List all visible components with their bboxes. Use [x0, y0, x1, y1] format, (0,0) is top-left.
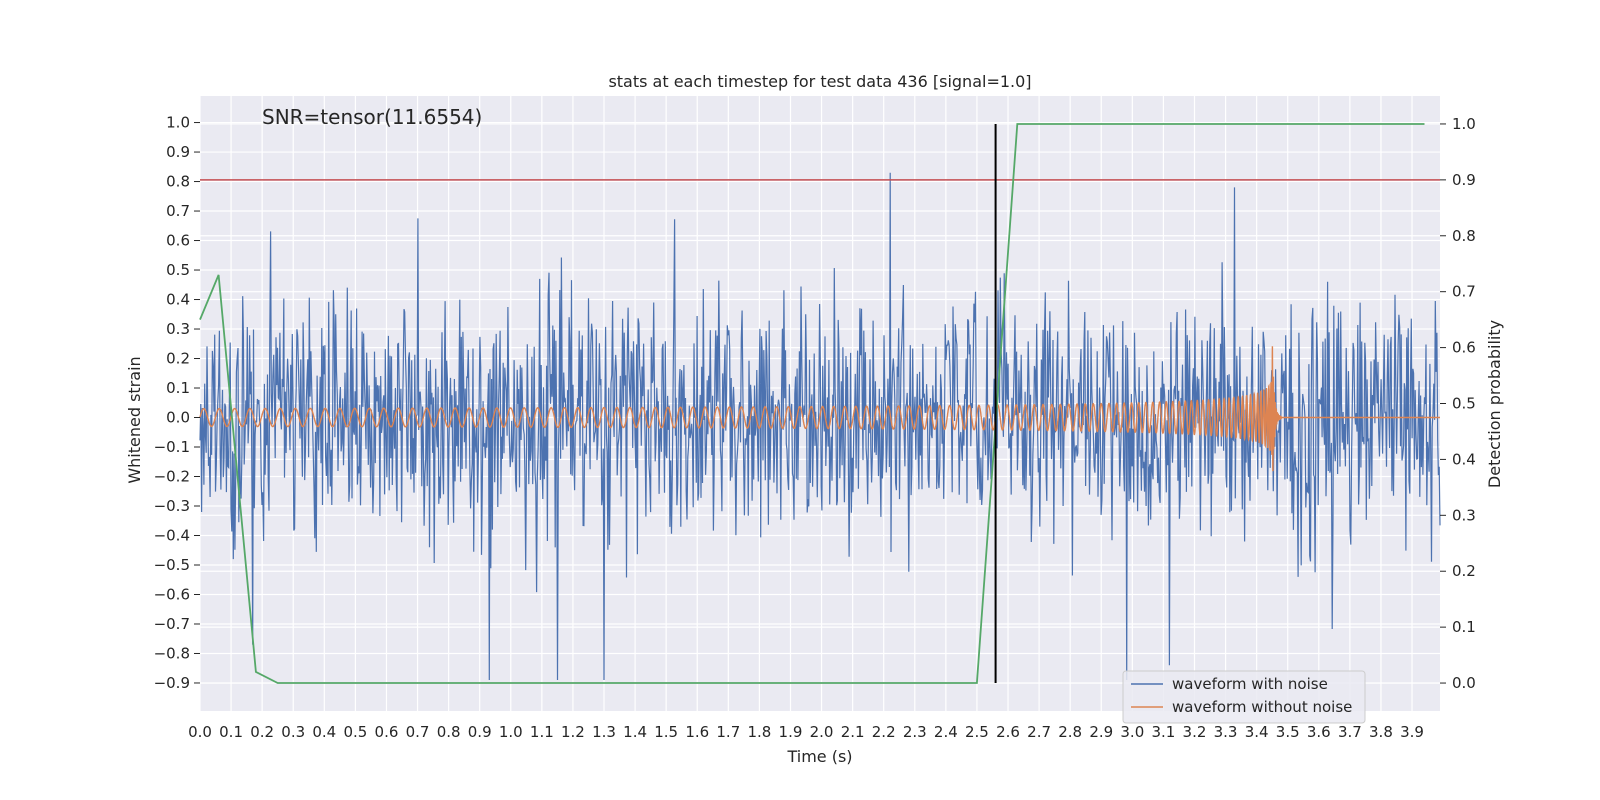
x-tick-label: 3.1	[1151, 723, 1175, 741]
x-tick-label: 2.8	[1058, 723, 1082, 741]
y-axis-ticks: 1.0 0.9 0.8 0.7 0.6 0.5 0.4 0.3 0.2 0.1 0.0 −0.1 −0.…	[154, 114, 200, 692]
x-tick-label: 2.2	[872, 723, 896, 741]
y-tick-label: 0.0	[166, 409, 190, 427]
x-tick-label: 1.5	[654, 723, 678, 741]
series-waveform-without-noise	[199, 346, 1440, 472]
y-tick-label: 0.7	[166, 202, 190, 220]
x-tick-label: 1.3	[592, 723, 616, 741]
x-tick-label: 0.6	[375, 723, 399, 741]
series-line-detection-probability	[199, 123, 1425, 684]
x-tick-label: 0.5	[343, 723, 367, 741]
y-tick-label: −0.5	[154, 556, 190, 574]
x-tick-label: 0.2	[250, 723, 274, 741]
y2-tick-label: 0.0	[1452, 674, 1476, 692]
x-tick-label: 1.6	[685, 723, 709, 741]
legend: waveform with noise waveform without noi…	[1122, 670, 1366, 724]
y2-tick-label: 0.2	[1452, 562, 1476, 580]
x-tick-label: 1.4	[623, 723, 647, 741]
x-tick-label: 0.1	[219, 723, 243, 741]
series-detection-probability	[199, 123, 1425, 684]
x-tick-label: 1.9	[779, 723, 803, 741]
y-tick-label: −0.9	[154, 674, 190, 692]
series-waveform-with-noise	[199, 172, 1441, 681]
y-tick-label: 0.6	[166, 232, 190, 250]
x-tick-label: 1.2	[561, 723, 585, 741]
y-tick-label: 0.5	[166, 261, 190, 279]
y2-axis-ticks: 1.0 0.9 0.8 0.7 0.6 0.5 0.4 0.3 0.2 0.1 0.0	[1440, 115, 1476, 692]
y-tick-label: 0.8	[166, 173, 190, 191]
x-tick-label: 2.5	[965, 723, 989, 741]
y-tick-label: −0.1	[154, 438, 190, 456]
y-tick-label: 0.4	[166, 291, 190, 309]
x-tick-label: 3.3	[1214, 723, 1238, 741]
y-tick-label: −0.8	[154, 644, 190, 662]
x-tick-label: 3.7	[1338, 723, 1362, 741]
x-tick-label: 3.9	[1400, 723, 1424, 741]
x-tick-label: 2.7	[1027, 723, 1051, 741]
x-tick-label: 1.7	[716, 723, 740, 741]
y2-tick-label: 0.4	[1452, 450, 1476, 468]
y2-tick-label: 0.8	[1452, 227, 1476, 245]
legend-label-waveform-with-noise: waveform with noise	[1172, 675, 1328, 693]
x-axis-label: Time (s)	[786, 747, 852, 766]
y-tick-label: 0.9	[166, 143, 190, 161]
y2-tick-label: 0.9	[1452, 171, 1476, 189]
x-tick-label: 2.6	[996, 723, 1020, 741]
y-tick-label: 0.3	[166, 320, 190, 338]
x-tick-label: 0.0	[188, 723, 212, 741]
x-tick-label: 0.7	[406, 723, 430, 741]
x-tick-label: 1.0	[499, 723, 523, 741]
x-tick-label: 0.4	[312, 723, 336, 741]
y-tick-label: −0.6	[154, 585, 190, 603]
x-tick-label: 0.9	[468, 723, 492, 741]
y-axis-label: Whitened strain	[125, 356, 144, 483]
x-tick-label: 1.8	[747, 723, 771, 741]
x-tick-label: 2.9	[1089, 723, 1113, 741]
y2-tick-label: 1.0	[1452, 115, 1476, 133]
y-tick-label: −0.7	[154, 615, 190, 633]
x-tick-label: 2.3	[903, 723, 927, 741]
y-tick-label: −0.4	[154, 526, 190, 544]
y2-tick-label: 0.5	[1452, 395, 1476, 413]
y-tick-label: 0.1	[166, 379, 190, 397]
x-tick-label: 3.8	[1369, 723, 1393, 741]
y2-tick-label: 0.6	[1452, 339, 1476, 357]
y-tick-label: −0.3	[154, 497, 190, 515]
y2-tick-label: 0.7	[1452, 283, 1476, 301]
x-axis-ticks: 0.0 0.1 0.2 0.3 0.4 0.5 0.6 0.7 0.8 0.9 1.0 1.1 1.2 1…	[188, 723, 1424, 741]
legend-label-waveform-without-noise: waveform without noise	[1172, 698, 1352, 716]
x-tick-label: 2.1	[841, 723, 865, 741]
snr-annotation: SNR=tensor(11.6554)	[262, 105, 482, 129]
chart-title: stats at each timestep for test data 436…	[608, 72, 1031, 91]
y2-tick-label: 0.3	[1452, 506, 1476, 524]
legend-box	[1122, 670, 1366, 724]
x-tick-label: 0.8	[437, 723, 461, 741]
x-tick-label: 0.3	[281, 723, 305, 741]
x-tick-label: 3.2	[1183, 723, 1207, 741]
grid	[199, 96, 1440, 711]
x-tick-label: 3.4	[1245, 723, 1269, 741]
x-tick-label: 2.0	[810, 723, 834, 741]
y-tick-label: 1.0	[166, 114, 190, 132]
x-tick-label: 3.6	[1307, 723, 1331, 741]
series-line-waveform-with-noise	[199, 172, 1441, 681]
y2-axis-label: Detection probability	[1485, 320, 1504, 488]
x-tick-label: 2.4	[934, 723, 958, 741]
y-tick-label: −0.2	[154, 468, 190, 486]
x-tick-label: 3.0	[1120, 723, 1144, 741]
y2-tick-label: 0.1	[1452, 618, 1476, 636]
y-tick-label: 0.2	[166, 350, 190, 368]
x-tick-label: 1.1	[530, 723, 554, 741]
series-line-waveform-without-noise	[199, 346, 1440, 472]
x-tick-label: 3.5	[1276, 723, 1300, 741]
